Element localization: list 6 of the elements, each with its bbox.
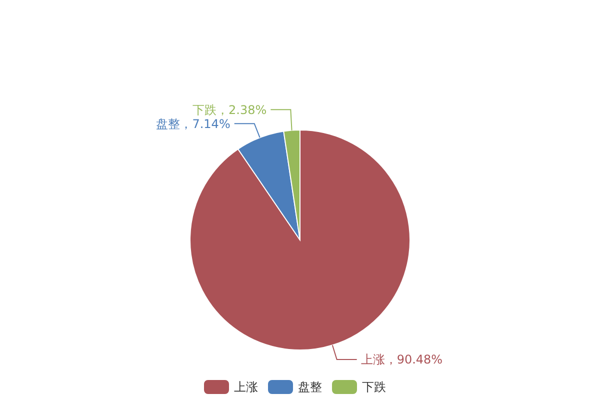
legend-label: 上涨	[234, 380, 258, 394]
legend-label: 盘整	[298, 380, 322, 394]
data-label: 上涨，90.48%	[360, 352, 443, 367]
data-label: 盘整，7.14%	[156, 116, 230, 131]
legend-label: 下跌	[362, 380, 386, 394]
data-label: 下跌，2.38%	[192, 102, 267, 117]
